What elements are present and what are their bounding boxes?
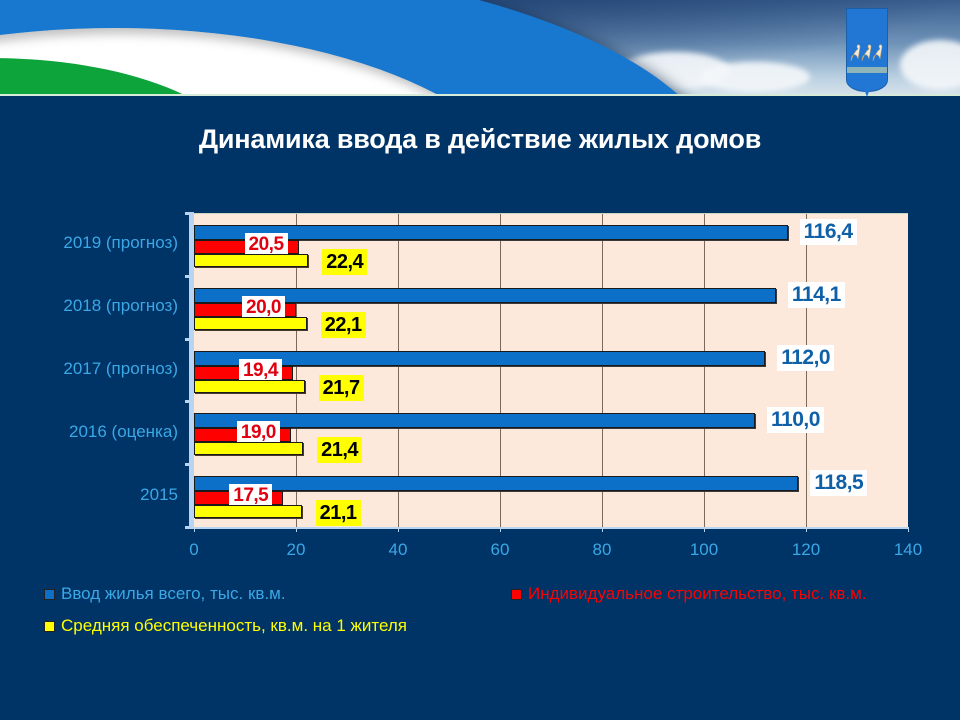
cloud	[700, 62, 810, 92]
x-tick-label: 140	[893, 540, 923, 559]
y-tick	[185, 212, 194, 215]
value-label-individual: 20,0	[242, 295, 285, 320]
header-divider	[0, 94, 960, 96]
bar-total	[194, 350, 766, 366]
y-category-label: 2017 (прогноз)	[63, 359, 178, 378]
x-tick-label: 80	[592, 540, 612, 559]
x-tick	[908, 527, 909, 532]
x-tick-label: 0	[189, 540, 199, 559]
legend-label-individual: Индивидуальное строительство, тыс. кв.м.	[528, 584, 867, 603]
plot-area: 116,4 20,5 22,4 114,1 20,0 22,1 112,0 19,4 21,7 1…	[194, 213, 908, 528]
bar-average	[194, 254, 309, 267]
value-label-average: 22,4	[322, 249, 368, 275]
x-tick-label: 40	[388, 540, 408, 559]
city-crest-icon	[846, 8, 888, 96]
value-label-total: 116,4	[799, 219, 857, 245]
value-label-individual: 17,5	[229, 484, 273, 509]
x-tick-label: 100	[689, 540, 719, 559]
value-label-individual: 20,5	[244, 233, 288, 257]
x-tick	[806, 527, 807, 532]
y-axis	[189, 213, 194, 528]
legend-swatch-average	[44, 620, 55, 632]
page-title: Динамика ввода в действие жилых домов	[198, 124, 762, 154]
cloud	[900, 40, 960, 90]
crest-tip	[864, 89, 870, 96]
value-label-total: 114,1	[787, 281, 845, 308]
x-tick-label: 120	[791, 540, 821, 559]
bar-average	[194, 505, 302, 519]
x-axis	[189, 527, 909, 529]
gridline	[398, 214, 399, 528]
bar-total	[194, 476, 799, 492]
bar-average	[194, 379, 305, 393]
gridline	[296, 214, 297, 528]
value-label-total: 112,0	[777, 344, 835, 371]
legend-item-individual: Индивидуальное строительство, тыс. кв.м.	[511, 584, 867, 604]
x-tick-label: 20	[286, 540, 306, 559]
gridline	[806, 214, 807, 528]
value-label-average: 21,1	[315, 500, 361, 527]
y-tick	[185, 274, 194, 278]
y-category-label: 2015	[140, 484, 178, 504]
y-tick	[185, 337, 194, 341]
gridline	[602, 214, 603, 528]
bar-average	[194, 442, 304, 456]
header-banner	[0, 0, 960, 96]
y-tick	[185, 400, 194, 404]
bar-total	[194, 225, 788, 240]
y-category-label: 2018 (прогноз)	[63, 296, 178, 316]
bar-average	[194, 316, 307, 330]
value-label-total: 118,5	[810, 470, 868, 497]
legend-swatch-total	[44, 588, 55, 600]
y-tick	[185, 463, 194, 467]
swans-icon	[850, 44, 883, 62]
x-tick	[296, 527, 297, 532]
value-label-individual: 19,0	[236, 421, 280, 446]
value-label-total: 110,0	[767, 407, 824, 434]
bar-total	[194, 413, 755, 429]
legend-label-average: Средняя обеспеченность, кв.м. на 1 жител…	[61, 616, 407, 635]
x-tick	[398, 527, 399, 532]
crest-water	[847, 67, 887, 73]
legend-item-average: Средняя обеспеченность, кв.м. на 1 жител…	[44, 616, 407, 636]
value-label-individual: 19,4	[238, 358, 282, 383]
y-tick	[185, 526, 194, 529]
value-label-average: 21,7	[318, 374, 364, 401]
legend-item-total: Ввод жилья всего, тыс. кв.м.	[44, 584, 286, 604]
bar-total	[194, 287, 776, 303]
y-category-label: 2019 (прогноз)	[63, 233, 178, 253]
y-category-label: 2016 (оценка)	[69, 421, 178, 441]
x-tick	[602, 527, 603, 532]
x-tick	[704, 527, 705, 532]
value-label-average: 22,1	[320, 311, 366, 338]
legend-swatch-individual	[511, 588, 522, 600]
gridline	[704, 214, 705, 528]
legend-label-total: Ввод жилья всего, тыс. кв.м.	[61, 584, 286, 603]
x-tick-label: 60	[490, 540, 510, 559]
x-tick	[500, 527, 501, 532]
gridline	[500, 214, 501, 528]
value-label-average: 21,4	[317, 437, 363, 464]
x-tick	[194, 527, 195, 532]
